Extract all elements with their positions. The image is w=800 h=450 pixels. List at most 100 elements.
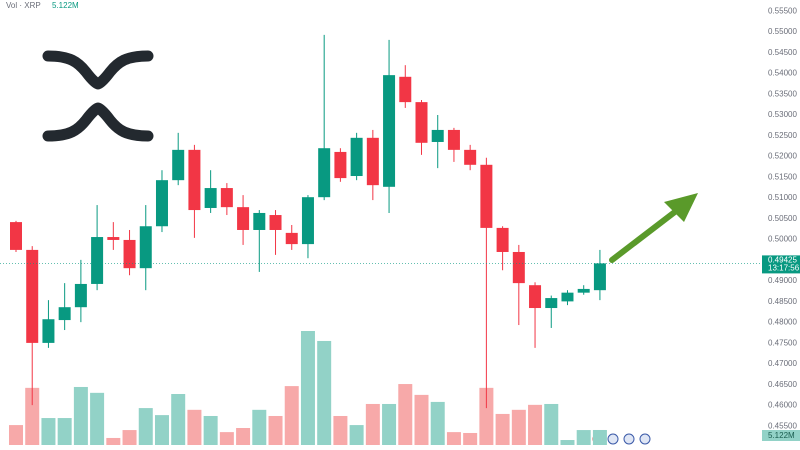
volume-bar (592, 429, 607, 445)
volume-bar (268, 415, 283, 445)
header: Vol · XRP (6, 1, 41, 10)
candle-body (204, 188, 217, 208)
candle-body (318, 148, 331, 198)
volume-bar (90, 392, 105, 445)
volume-bar (236, 428, 251, 445)
candle-body (42, 319, 55, 343)
candle-body (480, 164, 493, 228)
candle-body (155, 180, 168, 227)
volume-bar (138, 408, 153, 445)
candle-body (301, 197, 314, 245)
candle-body (220, 188, 233, 208)
volume-bar (414, 394, 429, 445)
candle-body (415, 102, 428, 143)
candle-body (269, 215, 282, 230)
volume-bar (511, 409, 526, 445)
y-tick-label: 0.55500 (768, 6, 797, 15)
price-tag (762, 255, 800, 274)
candle-body (431, 129, 444, 142)
y-tick-label: 0.46500 (768, 380, 797, 389)
candle-body (464, 149, 477, 165)
volume-bar (171, 394, 186, 445)
volume-bar (106, 437, 121, 445)
candle-body (577, 288, 590, 293)
volume-bar (463, 432, 478, 445)
candle-body (545, 298, 558, 309)
y-tick-label: 0.50500 (768, 214, 797, 223)
volume-bar (122, 430, 137, 445)
y-tick-label: 0.52500 (768, 131, 797, 140)
candle-body (26, 249, 39, 343)
volume-bar (479, 387, 494, 445)
volume-bar (300, 331, 315, 445)
candle-body (512, 251, 525, 284)
candle-body (383, 75, 396, 187)
volume-bar (398, 384, 413, 445)
candle-body (253, 212, 266, 230)
y-tick-label: 0.53500 (768, 89, 797, 98)
volume-bar (25, 387, 40, 445)
candle-body (334, 151, 347, 179)
volume-bar (349, 425, 364, 445)
volume-bar (430, 401, 445, 445)
y-tick-label: 0.48500 (768, 297, 797, 306)
y-tick-label: 0.52000 (768, 152, 797, 161)
candle-body (529, 285, 542, 309)
xrp-logo (42, 50, 154, 142)
y-tick-label: 0.45500 (768, 421, 797, 430)
y-tick-label: 0.46000 (768, 401, 797, 410)
candle-body (10, 222, 22, 250)
candle-body (188, 149, 201, 211)
candle-body (237, 207, 250, 230)
volume-bar (333, 415, 348, 445)
volume-bar (284, 386, 299, 445)
volume-bar (495, 413, 510, 445)
volume-bar (560, 440, 575, 445)
y-tick-label: 0.50000 (768, 235, 797, 244)
volume-bar (382, 403, 397, 445)
volume-bar (252, 409, 267, 445)
y-tick-label: 0.54000 (768, 69, 797, 78)
volume-tag (762, 430, 800, 441)
volume-bar (57, 418, 72, 445)
y-tick-label: 0.55000 (768, 27, 797, 36)
candle-body (285, 232, 298, 245)
volume-bar (154, 415, 169, 445)
y-tick-label: 0.47500 (768, 338, 797, 347)
candle-body (91, 237, 104, 284)
candle-body (561, 292, 574, 302)
y-tick-label: 0.47000 (768, 359, 797, 368)
volume-bar (528, 404, 543, 445)
candle-body (399, 76, 412, 103)
volume-bar (203, 415, 218, 445)
volume-bar (187, 409, 202, 445)
volume-bar (9, 425, 23, 445)
price-label: 0.49425 (768, 256, 797, 265)
candle-body (366, 137, 379, 186)
y-tick-label: 0.48000 (768, 318, 797, 327)
candle-body (58, 307, 71, 321)
y-tick-label: 0.51000 (768, 193, 797, 202)
volume-bar (73, 386, 88, 445)
volume-bar (544, 403, 559, 445)
candle-body (593, 263, 606, 291)
countdown: 13:17:56 (768, 264, 800, 273)
volume-tag-label: 5.122M (768, 431, 795, 440)
volume-bar (446, 432, 461, 445)
y-tick-label: 0.51500 (768, 172, 797, 181)
y-tick-label: 0.49000 (768, 276, 797, 285)
candle-body (107, 237, 120, 240)
candle-body (74, 283, 87, 308)
volume-value: 5.122M (52, 1, 79, 10)
volume-bar (41, 418, 56, 445)
candle-body (447, 129, 460, 150)
y-tick-label: 0.54500 (768, 48, 797, 57)
candle-body (139, 226, 152, 269)
trend-arrow (609, 193, 698, 263)
volume-bar (576, 430, 591, 445)
candle-body (172, 149, 185, 181)
volume-bar (317, 340, 332, 445)
volume-bar (219, 432, 234, 445)
